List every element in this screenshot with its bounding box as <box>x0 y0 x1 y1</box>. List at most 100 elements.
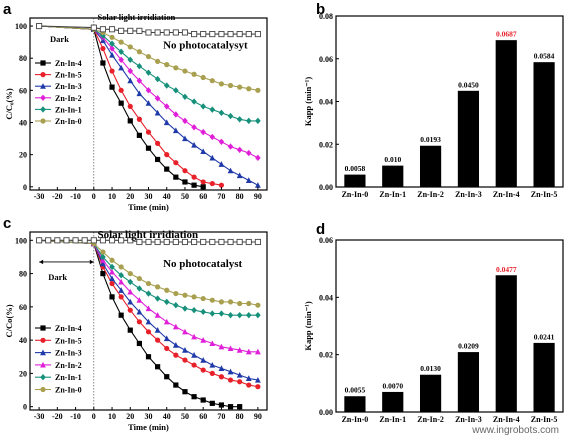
data-point <box>127 56 134 63</box>
data-point <box>191 182 197 188</box>
x-tick-label: 30 <box>145 192 153 201</box>
data-point <box>154 327 161 333</box>
data-point <box>237 84 243 90</box>
data-point <box>254 238 261 246</box>
data-point <box>118 48 124 55</box>
data-point <box>155 364 161 370</box>
data-label: 0.0450 <box>458 80 479 89</box>
data-point <box>145 69 152 76</box>
bar <box>419 145 442 187</box>
data-point <box>109 34 115 40</box>
legend-marker <box>40 94 46 101</box>
data-point <box>99 237 106 244</box>
x-tick-label: 20 <box>126 192 134 201</box>
x-tick-label: -30 <box>34 192 45 201</box>
data-point <box>191 31 198 38</box>
bar <box>382 165 404 187</box>
data-point <box>227 377 234 383</box>
data-point <box>127 327 133 333</box>
data-point <box>236 116 243 123</box>
legend-entry: Zn-In-0 <box>35 117 82 126</box>
data-point <box>218 31 225 38</box>
data-point <box>236 238 243 246</box>
data-point <box>254 31 261 38</box>
data-label: 0.0477 <box>496 265 517 274</box>
data-point <box>227 299 234 305</box>
data-point <box>227 82 234 89</box>
data-point <box>118 294 124 300</box>
data-point <box>127 288 134 295</box>
bar <box>344 396 366 412</box>
data-point <box>136 238 143 246</box>
annotation-no-catalyst: No photocatalyst <box>163 258 242 270</box>
data-point <box>218 365 225 372</box>
data-label: 0.0241 <box>534 332 555 341</box>
data-point <box>218 138 225 145</box>
data-point <box>164 166 170 172</box>
y-tick-label: 100 <box>15 22 27 31</box>
data-point <box>100 270 106 277</box>
dark-arrow-head-left <box>39 259 44 265</box>
data-point <box>127 278 134 286</box>
data-point <box>182 389 188 395</box>
y-tick-label: 20 <box>19 369 27 378</box>
data-point <box>200 179 206 185</box>
legend-entry: Zn-In-3 <box>35 82 82 91</box>
data-point <box>200 238 207 246</box>
series-5 <box>36 237 261 308</box>
data-point <box>136 340 142 347</box>
data-point <box>218 299 225 305</box>
data-point <box>136 77 143 84</box>
y-axis-label: Kapp (min⁻¹) <box>303 301 313 350</box>
data-point <box>118 237 125 244</box>
legend-entry: Zn-In-1 <box>35 373 82 382</box>
data-point <box>118 287 125 293</box>
data-point <box>145 329 152 335</box>
legend-marker <box>40 325 46 331</box>
data-point <box>173 290 179 297</box>
bar <box>382 391 404 412</box>
data-point <box>218 238 225 246</box>
data-point <box>209 31 216 38</box>
data-point <box>54 237 61 244</box>
x-tick-label: 80 <box>236 192 244 201</box>
data-point <box>145 145 152 151</box>
x-tick-label: 20 <box>126 412 134 421</box>
data-point <box>163 335 170 342</box>
legend-label: Zn-In-2 <box>55 94 82 103</box>
data-point <box>155 337 161 343</box>
data-point <box>218 343 225 350</box>
data-point <box>182 292 188 298</box>
data-point <box>173 352 179 358</box>
data-point <box>108 237 116 244</box>
legend-label: Zn-In-4 <box>55 59 82 68</box>
data-point <box>136 63 143 70</box>
y-tick-label: 40 <box>19 118 27 127</box>
data-point <box>136 308 143 315</box>
data-point <box>100 253 106 261</box>
data-point <box>255 117 261 125</box>
panel-label: b <box>316 1 325 18</box>
y-axis-label: Kapp (min⁻¹) <box>303 77 313 126</box>
data-point <box>154 95 161 102</box>
data-point <box>118 264 124 270</box>
data-point <box>191 362 197 368</box>
data-point <box>182 357 188 363</box>
y-tick-label: 0.02 <box>319 140 333 149</box>
x-tick-label: 60 <box>199 192 207 201</box>
data-point <box>218 182 225 188</box>
data-point <box>154 109 161 116</box>
dark-arrow-head-right <box>89 259 94 265</box>
legend-label: Zn-In-1 <box>55 105 82 114</box>
legend-label: Zn-In-0 <box>55 117 82 126</box>
series-line <box>39 239 258 316</box>
data-point <box>81 237 88 244</box>
data-point <box>173 111 179 118</box>
data-point <box>145 87 152 94</box>
x-tick-label: Zn-In-2 <box>417 415 444 424</box>
data-point <box>227 238 234 246</box>
data-point <box>109 40 115 47</box>
y-tick-label: 60 <box>19 86 27 95</box>
annotation-dark: Dark <box>50 34 69 44</box>
data-point <box>136 285 143 292</box>
